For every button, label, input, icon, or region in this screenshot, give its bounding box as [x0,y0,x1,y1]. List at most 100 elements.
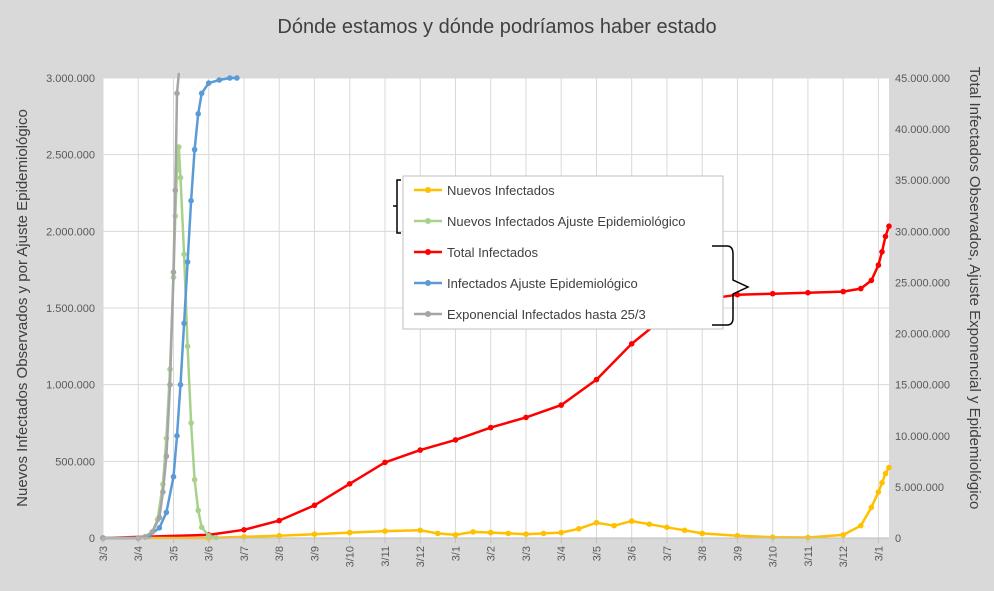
data-point [868,504,875,511]
data-point [593,519,600,526]
legend-swatch-marker [425,187,431,193]
x-tick-label: 3/11 [803,546,815,567]
y2-axis-title: Total Infectados Observados, Ajuste Expo… [966,67,983,510]
y2-tick-label: 35.000.000 [895,175,950,187]
legend-swatch-marker [425,218,431,224]
legend-entry: Nuevos Infectados [414,183,555,198]
data-point [769,534,776,540]
data-point [805,289,811,296]
data-point [540,530,547,537]
data-point [198,90,205,97]
y-tick-label: 1.000.000 [46,380,95,392]
data-point [176,144,182,150]
data-point [241,527,247,533]
y2-tick-label: 20.000.000 [895,329,950,341]
x-tick-label: 3/4 [556,546,568,561]
data-point [611,522,617,529]
legend-label: Exponencial Infectados hasta 25/3 [447,307,646,322]
legend-label: Infectados Ajuste Epidemiológico [447,276,638,291]
data-point [205,80,212,86]
series-4 [100,72,181,541]
x-tick-label: 3/8 [697,546,709,561]
y-axis-title: Nuevos Infectados Observados y por Ajust… [14,109,31,507]
y2-tick-label: 30.000.000 [895,226,950,238]
data-point [195,507,201,514]
series-lines [100,72,892,541]
y2-tick-label: 10.000.000 [895,431,950,443]
data-point [156,525,163,531]
data-point [188,420,194,426]
data-point [195,111,201,117]
data-point [184,259,191,265]
chart-title: Dónde estamos y dónde podríamos haber es… [277,16,716,38]
y-tick-label: 1.500.000 [46,303,95,315]
data-point [858,285,864,292]
data-point [156,514,163,521]
data-point [505,530,512,537]
data-point [198,524,205,531]
y-tick-label: 2.500.000 [46,150,95,162]
y-tick-label: 0 [89,533,95,545]
x-tick-label: 3/7 [239,546,251,561]
data-point [181,251,187,258]
data-point [276,517,283,524]
y2-tick-label: 45.000.000 [895,73,950,85]
data-point [840,532,846,538]
data-point [875,489,882,495]
x-tick-label: 3/4 [133,546,145,561]
data-point [174,433,180,439]
data-point [840,288,846,295]
data-point [346,529,353,536]
data-point [886,464,892,471]
data-point [191,146,198,153]
data-point [681,527,688,534]
data-point [216,77,223,83]
x-tick-label: 3/10 [768,546,780,567]
x-tick-label: 3/8 [274,546,286,561]
axes: 0 500.000 1.000.000 1.500.000 2.000.000 2.500… [46,73,950,567]
data-point [382,528,388,534]
data-point [170,473,177,480]
data-point [487,529,494,536]
data-point [868,277,875,284]
data-point [346,481,353,487]
legend-swatch-marker [425,311,431,317]
data-point [734,532,741,539]
legend-entry: Nuevos Infectados Ajuste Epidemiológico [414,214,685,229]
data-point [523,531,529,537]
data-point [523,414,529,421]
data-point [177,381,184,388]
y2-tick-label: 25.000.000 [895,277,950,289]
data-point [882,233,889,240]
x-tick-label: 3/7 [662,546,674,561]
data-point [593,376,600,383]
x-tick-label: 3/9 [309,546,321,561]
y2-tick-label: 0 [895,533,901,545]
data-point [382,459,388,466]
data-point [646,521,653,527]
data-point [435,530,441,537]
data-point [167,381,173,388]
data-point [487,424,494,431]
data-point [628,341,635,347]
legend: Nuevos Infectados Nuevos Infectados Ajust… [393,175,750,330]
data-point [227,75,233,81]
x-tick-label: 3/3 [98,546,110,561]
x-tick-label: 3/5 [591,546,603,561]
data-point [191,476,198,483]
y-tick-label: 500.000 [55,456,95,468]
legend-swatch-marker [425,280,431,286]
data-point [558,402,564,408]
x-tick-label: 3/6 [627,546,639,561]
data-point [149,529,156,535]
legend-entry: Exponencial Infectados hasta 25/3 [414,307,646,322]
legend-box [402,175,724,330]
data-point [769,290,776,297]
legend-entry: Infectados Ajuste Epidemiológico [414,276,638,291]
data-point [311,502,318,509]
legend-bracket-right [712,245,750,326]
data-point [858,522,864,529]
x-tick-label: 3/11 [380,546,392,567]
data-point [576,526,582,532]
